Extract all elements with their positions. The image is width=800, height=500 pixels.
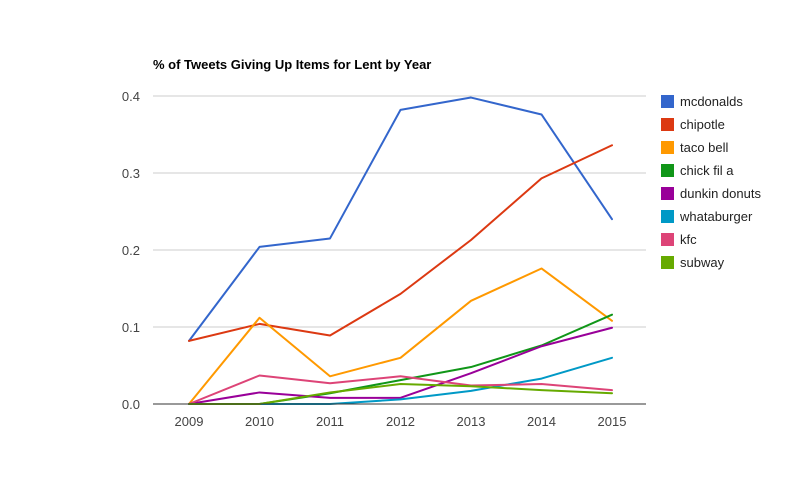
legend-label: mcdonalds	[680, 94, 743, 109]
legend-label: subway	[680, 255, 725, 270]
legend-item[interactable]: chick fil a	[661, 163, 734, 178]
legend-swatch	[661, 233, 674, 246]
y-axis-ticks: 0.0 0.1 0.2 0.3 0.4	[122, 89, 140, 412]
legend-swatch	[661, 141, 674, 154]
legend-swatch	[661, 210, 674, 223]
legend-swatch	[661, 164, 674, 177]
series-line-mcdonalds	[188, 96, 613, 342]
legend-swatch	[661, 118, 674, 131]
legend-label: chipotle	[680, 117, 725, 132]
x-tick-label: 2012	[386, 414, 415, 429]
legend: mcdonalds chipotle taco bell chick fil a dun…	[661, 94, 761, 270]
y-tick-label: 0.0	[122, 397, 140, 412]
legend-item[interactable]: mcdonalds	[661, 94, 743, 109]
legend-label: dunkin donuts	[680, 186, 761, 201]
legend-item[interactable]: dunkin donuts	[661, 186, 761, 201]
series-line-kfc	[188, 374, 613, 405]
x-tick-label: 2015	[598, 414, 627, 429]
legend-item[interactable]: chipotle	[661, 117, 725, 132]
y-tick-label: 0.2	[122, 243, 140, 258]
y-tick-label: 0.4	[122, 89, 140, 104]
legend-item[interactable]: kfc	[661, 232, 697, 247]
series-line-taco-bell	[188, 267, 613, 405]
y-tick-label: 0.3	[122, 166, 140, 181]
legend-label: kfc	[680, 232, 697, 247]
x-tick-label: 2014	[527, 414, 556, 429]
x-tick-label: 2011	[316, 414, 344, 429]
legend-item[interactable]: whataburger	[661, 209, 753, 224]
legend-item[interactable]: subway	[661, 255, 725, 270]
legend-label: taco bell	[680, 140, 729, 155]
x-tick-label: 2010	[245, 414, 274, 429]
x-tick-label: 2013	[457, 414, 486, 429]
gridlines	[153, 95, 646, 328]
legend-swatch	[661, 256, 674, 269]
x-axis-ticks: 2009 2010 2011 2012 2013 2014 2015	[175, 414, 627, 429]
x-tick-label: 2009	[175, 414, 204, 429]
legend-swatch	[661, 95, 674, 108]
chart-title: % of Tweets Giving Up Items for Lent by …	[153, 57, 431, 72]
legend-label: chick fil a	[680, 163, 734, 178]
y-tick-label: 0.1	[122, 320, 140, 335]
legend-item[interactable]: taco bell	[661, 140, 729, 155]
series-line-dunkin-donuts	[188, 326, 613, 405]
series-line-chipotle	[188, 144, 613, 342]
legend-label: whataburger	[679, 209, 753, 224]
legend-swatch	[661, 187, 674, 200]
series-lines	[188, 96, 613, 405]
